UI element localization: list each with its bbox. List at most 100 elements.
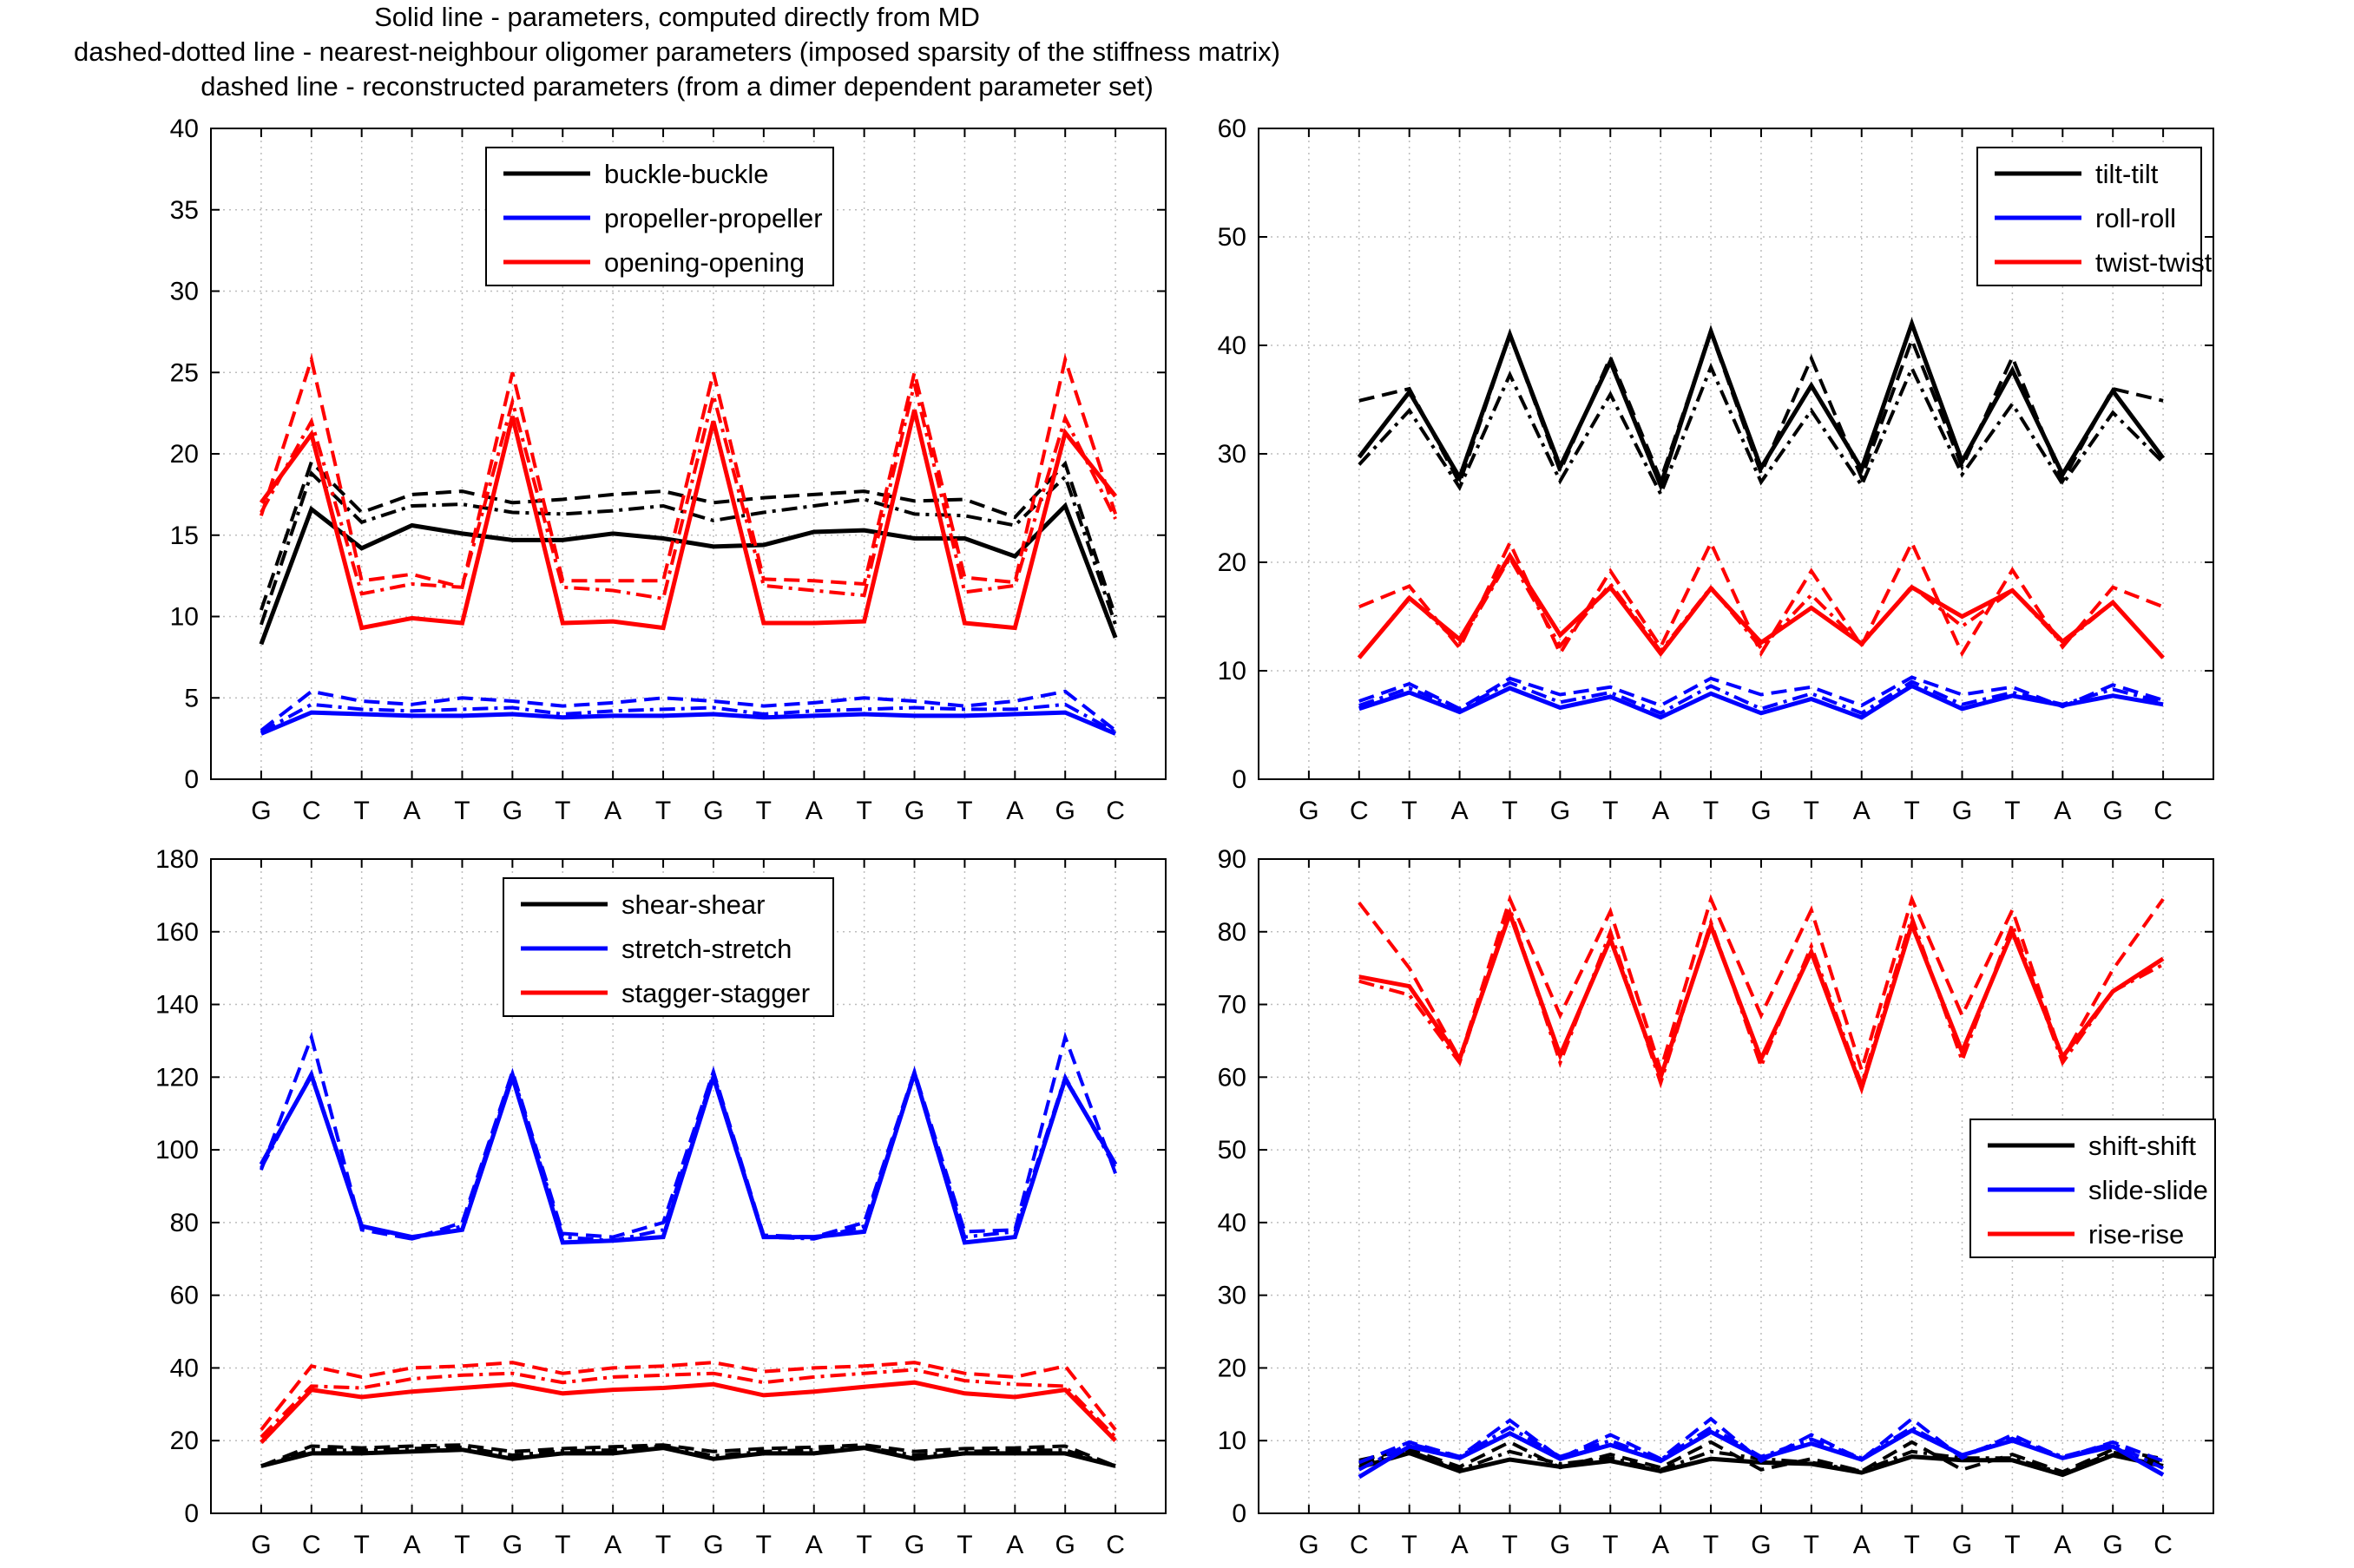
- y-tick-label: 20: [170, 440, 199, 469]
- series-line-buckle-buckle-solid: [259, 502, 1118, 646]
- y-tick-label: 40: [1218, 1209, 1246, 1237]
- series-line-shear-shear-solid: [260, 1446, 1116, 1468]
- x-tick-label: C: [1106, 1531, 1125, 1559]
- x-tick-label: G: [1055, 1531, 1075, 1559]
- x-tick-label: G: [904, 797, 924, 825]
- x-tick-label: T: [1703, 797, 1719, 825]
- x-tick-label: G: [503, 797, 523, 825]
- x-tick-label: G: [1299, 797, 1318, 825]
- x-tick-label: C: [2153, 797, 2173, 825]
- x-tick-label: A: [604, 797, 621, 825]
- legend-label: opening-opening: [604, 247, 805, 278]
- x-tick-label: T: [756, 1531, 772, 1559]
- x-tick-label: G: [251, 797, 271, 825]
- legend: tilt-tilt roll-roll twist-twist: [1976, 147, 2213, 286]
- series-line-twist-twist-dashed: [1358, 538, 2164, 658]
- y-tick-label: 80: [1218, 918, 1246, 947]
- x-tick-label: A: [2054, 1531, 2071, 1559]
- y-tick-label: 5: [184, 684, 199, 712]
- y-tick-label: 30: [170, 278, 199, 306]
- y-tick-label: 10: [170, 603, 199, 632]
- series-line-tilt-tilt-dashed: [1358, 326, 2164, 488]
- y-tick-label: 0: [1232, 765, 1246, 794]
- y-tick-label: 40: [170, 115, 199, 143]
- y-tick-label: 100: [155, 1136, 199, 1165]
- y-tick-label: 30: [1218, 1282, 1246, 1310]
- y-tick-label: 0: [184, 1499, 199, 1528]
- x-tick-label: T: [1602, 797, 1618, 825]
- x-tick-label: C: [1350, 1531, 1369, 1559]
- y-tick-label: 40: [1218, 331, 1246, 360]
- figure-header: Solid line - parameters, computed direct…: [0, 0, 1354, 104]
- series-line-buckle-buckle-dashed: [260, 458, 1118, 618]
- series-line-shear-shear-dashdot: [260, 1444, 1116, 1468]
- y-tick-label: 10: [1218, 1427, 1246, 1455]
- x-tick-label: T: [1703, 1531, 1719, 1559]
- x-tick-label: T: [1402, 797, 1417, 825]
- x-tick-label: C: [302, 797, 321, 825]
- legend: shift-shift slide-slide rise-rise: [1969, 1119, 2216, 1258]
- series-group: [259, 352, 1118, 736]
- x-tick-label: T: [756, 797, 772, 825]
- y-tick-label: 25: [170, 358, 199, 387]
- x-tick-label: T: [856, 797, 871, 825]
- y-tick-label: 60: [1218, 1063, 1246, 1092]
- x-tick-label: A: [604, 1531, 621, 1559]
- x-tick-label: T: [1804, 1531, 1819, 1559]
- y-tick-label: 180: [155, 845, 199, 874]
- y-tick-label: 70: [1218, 991, 1246, 1020]
- x-tick-label: T: [1502, 797, 1517, 825]
- x-tick-label: A: [1451, 797, 1469, 825]
- x-tick-label: G: [2103, 1531, 2123, 1559]
- legend-label: buckle-buckle: [604, 159, 769, 189]
- legend-label: propeller-propeller: [604, 203, 823, 233]
- series-line-stretch-stretch-dashed: [260, 1031, 1117, 1241]
- y-tick-label: 30: [1218, 440, 1246, 469]
- series-group: [1358, 894, 2165, 1479]
- x-tick-label: T: [655, 1531, 671, 1559]
- series-line-stagger-stagger-dashed: [260, 1361, 1117, 1431]
- series-line-buckle-buckle-dashdot: [260, 469, 1117, 626]
- x-tick-label: T: [354, 797, 370, 825]
- y-tick-label: 15: [170, 522, 199, 550]
- header-line-dashed: dashed line - reconstructed parameters (…: [201, 71, 1154, 102]
- x-tick-label: T: [957, 797, 972, 825]
- y-tick-label: 40: [170, 1354, 199, 1382]
- x-tick-label: A: [1006, 1531, 1023, 1559]
- y-tick-label: 0: [1232, 1499, 1246, 1528]
- y-tick-label: 60: [170, 1282, 199, 1310]
- y-tick-label: 10: [1218, 657, 1246, 686]
- x-tick-label: C: [1350, 797, 1369, 825]
- y-tick-label: 140: [155, 991, 199, 1020]
- x-tick-label: A: [1853, 1531, 1871, 1559]
- legend-label: tilt-tilt: [2095, 159, 2159, 189]
- x-tick-label: T: [354, 1531, 370, 1559]
- x-tick-label: G: [904, 1531, 924, 1559]
- legend-label: shift-shift: [2088, 1131, 2196, 1161]
- y-tick-label: 50: [1218, 223, 1246, 252]
- series-line-stagger-stagger-dashdot: [260, 1368, 1117, 1439]
- x-tick-label: G: [1952, 797, 1972, 825]
- series-line-shear-shear-dashed: [260, 1443, 1116, 1468]
- series-line-rise-rise-dashdot: [1358, 902, 2165, 1091]
- series-line-propeller-propeller-solid: [260, 710, 1117, 736]
- x-tick-label: A: [1451, 1531, 1469, 1559]
- legend: buckle-buckle propeller-propeller opening-…: [485, 147, 834, 286]
- series-line-propeller-propeller-dashed: [260, 689, 1117, 732]
- x-tick-label: T: [454, 1531, 470, 1559]
- grid: [211, 859, 1166, 1513]
- x-tick-label: T: [1502, 1531, 1517, 1559]
- series-group: [1357, 317, 2166, 720]
- grid: [1259, 128, 2213, 779]
- x-tick-label: G: [503, 1531, 523, 1559]
- x-tick-label: G: [1751, 1531, 1771, 1559]
- x-tick-label: T: [454, 797, 470, 825]
- series-line-propeller-propeller-dashdot: [260, 702, 1117, 734]
- x-tick-label: A: [1853, 797, 1871, 825]
- series-line-slide-slide-dashed: [1358, 1416, 2164, 1465]
- legend-label: roll-roll: [2095, 203, 2176, 233]
- y-tick-label: 160: [155, 918, 199, 947]
- y-tick-label: 20: [1218, 548, 1246, 577]
- x-tick-label: T: [957, 1531, 972, 1559]
- x-tick-label: T: [655, 797, 671, 825]
